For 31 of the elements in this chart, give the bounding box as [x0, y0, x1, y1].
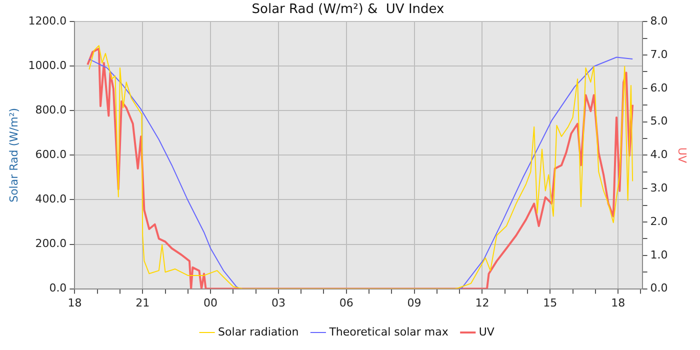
- y-tick-label: 600.0: [35, 148, 67, 162]
- x-tick-label: 06: [339, 296, 354, 310]
- y2-tick-label: 4.0: [650, 148, 668, 162]
- y2-tick-label: 8.0: [650, 14, 668, 28]
- y-tick-label: 200.0: [35, 237, 67, 250]
- y2-tick-label: 5.0: [650, 114, 668, 128]
- y2-axis-title: UV: [676, 147, 689, 164]
- legend-label: Solar radiation: [218, 325, 299, 338]
- y-tick-label: 1200.0: [28, 14, 67, 28]
- y2-tick-label: 1.0: [650, 248, 668, 262]
- x-tick-label: 18: [611, 296, 626, 310]
- y2-tick-label: 2.0: [650, 214, 668, 228]
- x-tick-label: 00: [204, 296, 218, 310]
- x-tick-label: 18: [68, 296, 82, 310]
- y-axis-title: Solar Rad (W/m²): [7, 108, 20, 202]
- legend-label: UV: [478, 325, 495, 338]
- x-tick-label: 12: [475, 296, 490, 310]
- y2-tick-label: 0.0: [650, 282, 668, 295]
- y-tick-label: 400.0: [35, 192, 67, 206]
- y-tick-label: 1000.0: [28, 58, 67, 72]
- y2-tick-label: 3.0: [650, 181, 668, 194]
- y2-tick-label: 6.0: [650, 81, 668, 94]
- y-tick-label: 0.0: [49, 282, 67, 295]
- y-tick-label: 800.0: [35, 104, 67, 117]
- legend-label: Theoretical solar max: [328, 325, 449, 338]
- x-tick-label: 15: [543, 296, 558, 310]
- x-tick-label: 03: [271, 296, 286, 310]
- x-tick-label: 09: [407, 296, 422, 310]
- x-tick-label: 21: [136, 296, 150, 310]
- y2-tick-label: 7.0: [650, 48, 668, 61]
- chart-title: Solar Rad (W/m²) & UV Index: [252, 2, 445, 18]
